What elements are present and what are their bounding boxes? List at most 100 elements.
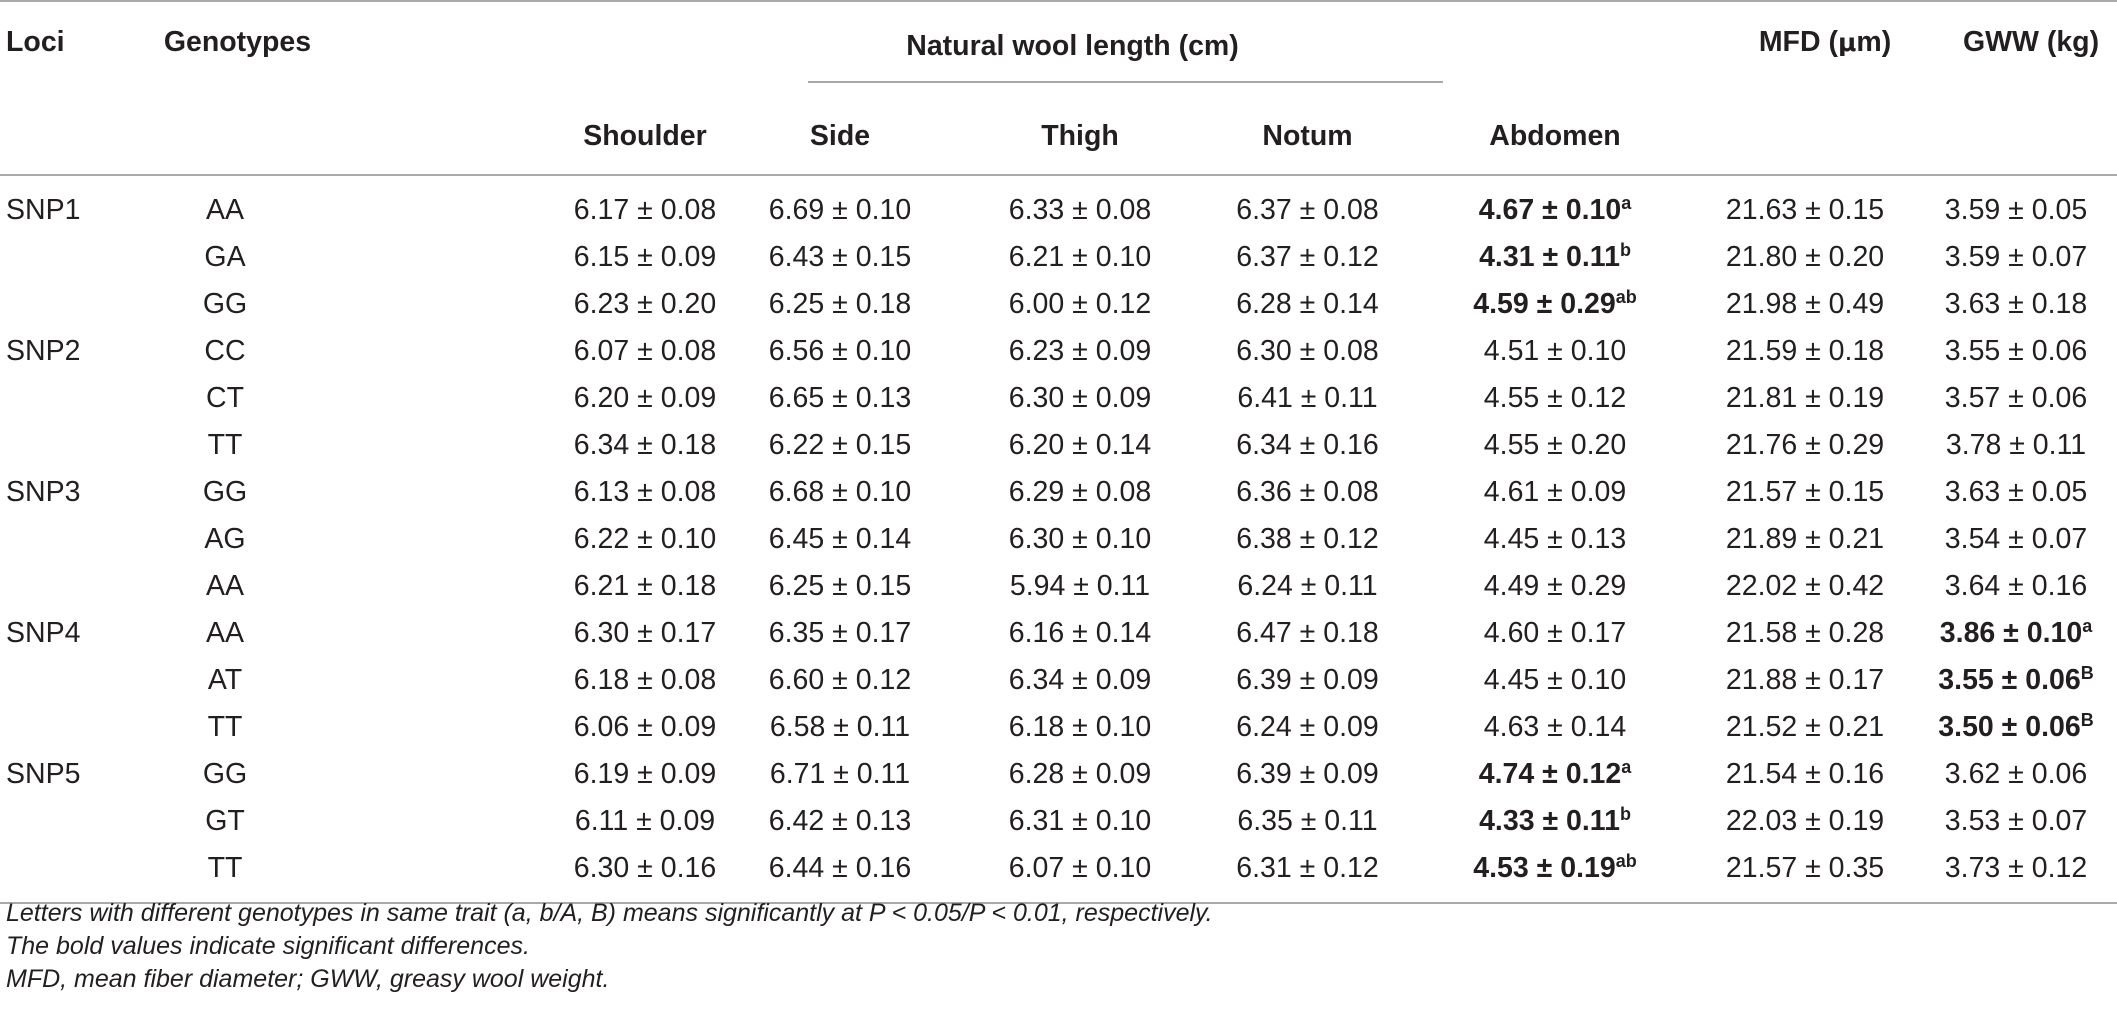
cell-thigh-value: 6.28 ± 0.09	[1008, 758, 1152, 790]
cell-notum: 6.37 ± 0.08	[1200, 175, 1415, 234]
cell-notum: 6.35 ± 0.11	[1200, 798, 1415, 845]
cell-abdomen-value: 4.45 ± 0.13	[1483, 523, 1627, 555]
cell-notum: 6.37 ± 0.12	[1200, 234, 1415, 281]
cell-shoulder-value: 6.13 ± 0.08	[573, 476, 717, 508]
cell-notum-value: 6.24 ± 0.11	[1237, 570, 1378, 602]
cell-notum-value: 6.30 ± 0.08	[1236, 335, 1379, 367]
cell-thigh-value: 6.21 ± 0.10	[1008, 241, 1152, 273]
cell-notum-value: 6.35 ± 0.11	[1237, 805, 1378, 837]
cell-mfd-value: 21.76 ± 0.29	[1725, 429, 1885, 461]
cell-gww-value: 3.59 ± 0.05	[1944, 193, 2088, 226]
cell-thigh-value: 5.94 ± 0.11	[1009, 570, 1151, 602]
table-row: AA 6.21 ± 0.18 6.25 ± 0.15 5.94 ± 0.11 6.24 …	[0, 563, 2117, 610]
header-mfd-prefix: MFD (	[1758, 26, 1838, 58]
significance-superscript: ab	[1615, 851, 1637, 871]
cell-gww: 3.59 ± 0.05	[1915, 175, 2117, 234]
header-notum: Notum	[1262, 119, 1353, 152]
cell-notum: 6.28 ± 0.14	[1200, 281, 1415, 328]
cell-gww-value: 3.86 ± 0.10	[1939, 617, 2083, 649]
cell-notum: 6.24 ± 0.11	[1200, 563, 1415, 610]
cell-shoulder: 6.30 ± 0.17	[400, 610, 720, 657]
cell-shoulder-value: 6.18 ± 0.08	[573, 664, 717, 696]
header-loci: Loci	[6, 26, 65, 58]
cell-abdomen: 4.53 ± 0.19ab	[1415, 845, 1695, 903]
table-row: SNP2 CC 6.07 ± 0.08 6.56 ± 0.10 6.23 ± 0.09 6…	[0, 328, 2117, 375]
cell-shoulder: 6.22 ± 0.10	[400, 516, 720, 563]
footnote-bold-values: The bold values indicate significant dif…	[6, 932, 530, 960]
cell-mfd-value: 21.52 ± 0.21	[1725, 711, 1885, 743]
cell-abdomen-value: 4.31 ± 0.11	[1479, 241, 1620, 273]
significance-superscript: B	[2080, 710, 2094, 730]
cell-mfd-value: 21.88 ± 0.17	[1725, 664, 1885, 696]
cell-abdomen-value: 4.49 ± 0.29	[1483, 570, 1627, 602]
cell-abdomen: 4.74 ± 0.12a	[1415, 751, 1695, 798]
header-mfd: MFD (μm)	[1695, 1, 1915, 175]
cell-gww: 3.78 ± 0.11	[1915, 422, 2117, 469]
cell-gww-value: 3.78 ± 0.11	[1945, 429, 2087, 461]
cell-side: 6.25 ± 0.18	[720, 281, 960, 328]
cell-gww: 3.53 ± 0.07	[1915, 798, 2117, 845]
significance-superscript: b	[1619, 240, 1631, 260]
cell-thigh: 6.28 ± 0.09	[960, 751, 1200, 798]
cell-gww: 3.62 ± 0.06	[1915, 751, 2117, 798]
cell-notum: 6.39 ± 0.09	[1200, 657, 1415, 704]
significance-superscript: b	[1619, 804, 1631, 824]
cell-shoulder: 6.11 ± 0.09	[400, 798, 720, 845]
cell-genotype-value: CC	[204, 335, 246, 367]
cell-side-value: 6.25 ± 0.15	[768, 570, 912, 602]
cell-mfd: 21.81 ± 0.19	[1695, 375, 1915, 422]
cell-genotype-value: TT	[207, 711, 243, 743]
table-header: Loci Genotypes Natural wool length (cm) …	[0, 1, 2117, 175]
header-abdomen: Abdomen	[1489, 119, 1621, 152]
cell-side-value: 6.43 ± 0.15	[768, 241, 912, 273]
cell-genotype: GA	[150, 234, 400, 281]
cell-abdomen-value: 4.33 ± 0.11	[1479, 805, 1620, 837]
cell-gww: 3.63 ± 0.05	[1915, 469, 2117, 516]
cell-locus: SNP1	[0, 175, 150, 234]
cell-abdomen: 4.55 ± 0.12	[1415, 375, 1695, 422]
cell-mfd: 22.03 ± 0.19	[1695, 798, 1915, 845]
cell-gww-value: 3.57 ± 0.06	[1944, 382, 2088, 414]
cell-gww-value: 3.55 ± 0.06	[1938, 664, 2081, 696]
table-row: AG 6.22 ± 0.10 6.45 ± 0.14 6.30 ± 0.10 6.38 …	[0, 516, 2117, 563]
cell-genotype: GG	[150, 281, 400, 328]
cell-gww: 3.55 ± 0.06	[1915, 328, 2117, 375]
cell-notum: 6.30 ± 0.08	[1200, 328, 1415, 375]
cell-side-value: 6.65 ± 0.13	[768, 382, 912, 414]
cell-side: 6.42 ± 0.13	[720, 798, 960, 845]
cell-abdomen: 4.63 ± 0.14	[1415, 704, 1695, 751]
cell-abdomen: 4.33 ± 0.11b	[1415, 798, 1695, 845]
cell-notum-value: 6.24 ± 0.09	[1236, 711, 1379, 743]
cell-thigh-value: 6.34 ± 0.09	[1008, 664, 1152, 696]
cell-side-value: 6.25 ± 0.18	[768, 288, 912, 320]
cell-abdomen: 4.55 ± 0.20	[1415, 422, 1695, 469]
cell-genotype-value: GT	[205, 805, 245, 837]
cell-shoulder-value: 6.06 ± 0.09	[573, 711, 717, 743]
cell-abdomen: 4.60 ± 0.17	[1415, 610, 1695, 657]
cell-side: 6.56 ± 0.10	[720, 328, 960, 375]
cell-locus	[0, 563, 150, 610]
cell-thigh: 6.34 ± 0.09	[960, 657, 1200, 704]
cell-abdomen-value: 4.51 ± 0.10	[1483, 335, 1627, 367]
cell-gww-value: 3.64 ± 0.16	[1944, 570, 2088, 602]
cell-mfd: 21.80 ± 0.20	[1695, 234, 1915, 281]
table-row: AT 6.18 ± 0.08 6.60 ± 0.12 6.34 ± 0.09 6.39 …	[0, 657, 2117, 704]
cell-notum: 6.47 ± 0.18	[1200, 610, 1415, 657]
significance-superscript: a	[2082, 616, 2093, 636]
cell-mfd: 21.58 ± 0.28	[1695, 610, 1915, 657]
cell-notum-value: 6.38 ± 0.12	[1236, 523, 1379, 555]
cell-locus	[0, 516, 150, 563]
cell-gww: 3.73 ± 0.12	[1915, 845, 2117, 903]
cell-genotype-value: GG	[202, 476, 248, 508]
cell-mfd: 21.98 ± 0.49	[1695, 281, 1915, 328]
cell-shoulder: 6.23 ± 0.20	[400, 281, 720, 328]
cell-genotype: AA	[150, 563, 400, 610]
cell-gww-value: 3.53 ± 0.07	[1944, 805, 2088, 837]
cell-thigh: 6.29 ± 0.08	[960, 469, 1200, 516]
cell-mfd: 21.57 ± 0.35	[1695, 845, 1915, 903]
cell-mfd: 21.88 ± 0.17	[1695, 657, 1915, 704]
cell-genotype-value: TT	[207, 852, 243, 884]
header-gww: GWW (kg)	[1962, 26, 2100, 58]
cell-locus-value: SNP4	[6, 617, 81, 649]
cell-side: 6.44 ± 0.16	[720, 845, 960, 903]
